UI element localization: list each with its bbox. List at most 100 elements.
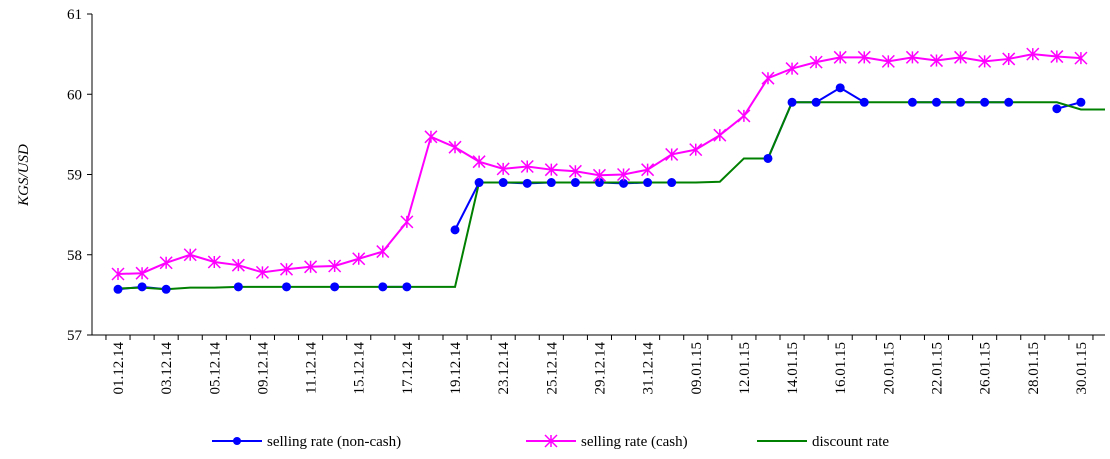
point bbox=[137, 282, 147, 292]
point bbox=[402, 282, 412, 292]
x-tick-label: 14.01.15 bbox=[785, 342, 801, 395]
point bbox=[787, 97, 797, 107]
point bbox=[520, 159, 534, 174]
point bbox=[905, 50, 919, 64]
x-tick-label: 31.12.14 bbox=[641, 342, 657, 395]
point bbox=[980, 97, 990, 107]
x-tick-label: 26.01.15 bbox=[978, 342, 994, 395]
point bbox=[498, 178, 508, 188]
y-tick-label: 61 bbox=[67, 7, 82, 23]
y-axis-label: KGS/USD bbox=[16, 144, 32, 207]
point bbox=[1052, 104, 1062, 114]
point bbox=[376, 245, 390, 259]
point bbox=[111, 267, 125, 281]
y-tick-label: 57 bbox=[67, 328, 83, 344]
point bbox=[1002, 52, 1016, 66]
x-tick-label: 09.01.15 bbox=[689, 342, 705, 395]
legend-marker bbox=[233, 437, 241, 445]
point bbox=[546, 178, 556, 188]
point bbox=[496, 162, 510, 176]
point bbox=[1004, 97, 1014, 107]
point bbox=[183, 248, 197, 262]
point bbox=[570, 178, 580, 188]
point bbox=[474, 178, 484, 188]
point bbox=[1050, 50, 1064, 64]
point bbox=[522, 178, 532, 188]
y-tick-label: 60 bbox=[67, 87, 82, 103]
x-tick-label: 17.12.14 bbox=[400, 342, 416, 395]
point bbox=[931, 97, 941, 107]
point bbox=[1076, 97, 1086, 107]
point bbox=[378, 282, 388, 292]
legend-label: selling rate (cash) bbox=[581, 434, 688, 450]
point bbox=[667, 178, 677, 188]
legend-label: discount rate bbox=[812, 434, 889, 450]
point bbox=[643, 178, 653, 188]
point bbox=[304, 260, 318, 274]
legend-label: selling rate (non-cash) bbox=[267, 434, 401, 450]
x-tick-label: 12.01.15 bbox=[737, 342, 753, 395]
point bbox=[330, 282, 340, 292]
x-tick-label: 19.12.14 bbox=[448, 342, 464, 395]
point bbox=[568, 164, 582, 178]
point bbox=[207, 255, 221, 269]
point bbox=[737, 109, 751, 123]
point bbox=[857, 50, 871, 64]
x-tick-label: 23.12.14 bbox=[496, 342, 512, 395]
point bbox=[448, 140, 462, 154]
x-tick-label: 25.12.14 bbox=[544, 342, 560, 395]
point bbox=[592, 168, 606, 182]
series-line bbox=[117, 101, 1105, 291]
point bbox=[785, 62, 799, 76]
point bbox=[135, 266, 149, 280]
point bbox=[859, 97, 869, 107]
x-tick-label: 15.12.14 bbox=[352, 342, 368, 395]
legend-marker bbox=[544, 434, 558, 448]
x-tick-label: 01.12.14 bbox=[111, 342, 127, 395]
point bbox=[328, 259, 342, 273]
point bbox=[619, 178, 629, 188]
point bbox=[907, 97, 917, 107]
point bbox=[231, 258, 245, 272]
point bbox=[833, 50, 847, 64]
x-tick-label: 09.12.14 bbox=[255, 342, 271, 395]
point bbox=[811, 97, 821, 107]
point bbox=[617, 167, 631, 182]
point bbox=[400, 215, 414, 229]
point bbox=[809, 55, 823, 69]
x-tick-label: 05.12.14 bbox=[207, 342, 223, 395]
series-line bbox=[117, 53, 1081, 276]
point bbox=[161, 284, 171, 294]
x-tick-label: 16.01.15 bbox=[833, 342, 849, 395]
point bbox=[641, 163, 655, 177]
point bbox=[978, 54, 992, 68]
point bbox=[761, 71, 775, 85]
point bbox=[159, 256, 173, 270]
point bbox=[1074, 51, 1088, 65]
point bbox=[113, 284, 123, 294]
point bbox=[713, 128, 727, 142]
point bbox=[279, 262, 294, 276]
x-tick-label: 29.12.14 bbox=[592, 342, 608, 395]
point bbox=[255, 265, 269, 279]
point bbox=[282, 282, 292, 292]
y-tick-label: 59 bbox=[67, 168, 82, 184]
series-line bbox=[117, 86, 1082, 291]
x-tick-label: 30.01.15 bbox=[1074, 342, 1090, 395]
point bbox=[472, 155, 486, 169]
x-tick-label: 11.12.14 bbox=[304, 342, 320, 394]
x-tick-label: 20.01.15 bbox=[881, 342, 897, 395]
point bbox=[544, 163, 558, 177]
point bbox=[835, 83, 845, 93]
y-tick-label: 58 bbox=[67, 248, 82, 264]
point bbox=[1026, 47, 1040, 61]
point bbox=[352, 252, 366, 266]
point bbox=[956, 97, 966, 107]
point bbox=[929, 54, 944, 68]
point bbox=[881, 54, 895, 68]
point bbox=[763, 153, 773, 163]
point bbox=[233, 282, 243, 292]
x-tick-label: 03.12.14 bbox=[159, 342, 175, 395]
point bbox=[954, 50, 968, 64]
